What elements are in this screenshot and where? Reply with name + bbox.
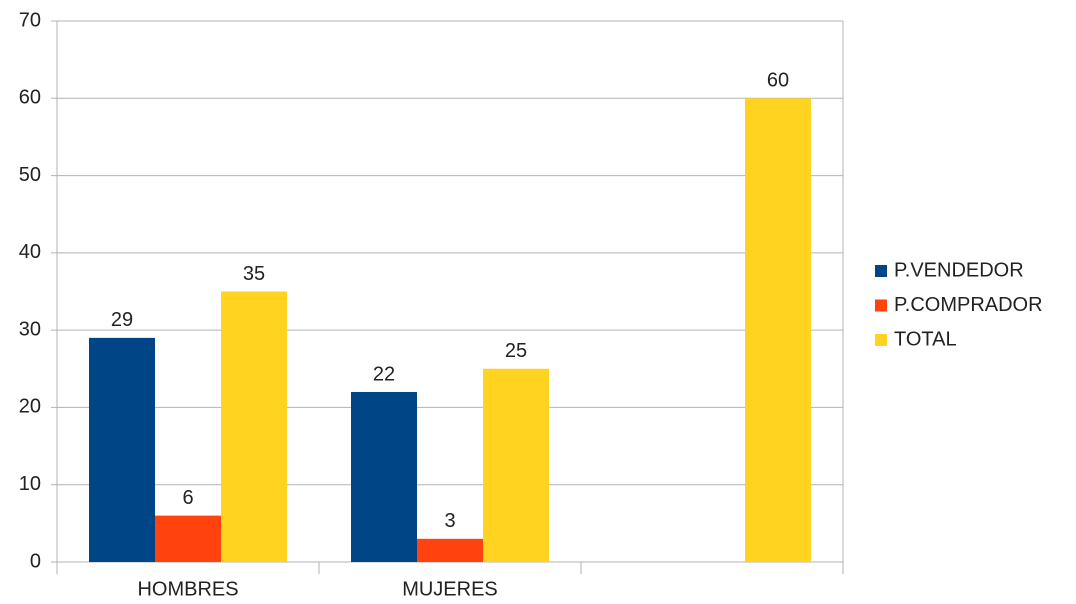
x-tick-label: HOMBRES <box>137 578 238 600</box>
bar <box>155 515 221 562</box>
bar <box>483 368 549 562</box>
bar <box>745 98 811 563</box>
data-label: 3 <box>444 510 455 532</box>
data-label: 25 <box>505 340 527 362</box>
y-tick-label: 10 <box>19 473 41 495</box>
legend-swatch <box>875 265 887 277</box>
bar <box>351 391 417 562</box>
legend-label: TOTAL <box>894 328 957 350</box>
legend-swatch <box>875 334 887 346</box>
y-tick-label: 0 <box>30 550 41 572</box>
y-tick-label: 20 <box>19 396 41 418</box>
data-label: 29 <box>111 309 133 331</box>
y-tick-label: 30 <box>19 318 41 340</box>
bar <box>89 337 155 562</box>
data-label: 22 <box>373 363 395 385</box>
legend-label: P.VENDEDOR <box>894 259 1024 281</box>
bar <box>417 538 483 562</box>
data-label: 60 <box>767 70 789 92</box>
bar <box>221 291 287 562</box>
legend-label: P.COMPRADOR <box>894 294 1043 316</box>
y-tick-label: 60 <box>19 87 41 109</box>
y-tick-label: 70 <box>19 9 41 31</box>
y-tick-label: 40 <box>19 241 41 263</box>
y-tick-label: 50 <box>19 164 41 186</box>
data-label: 35 <box>243 263 265 285</box>
data-label: 6 <box>182 487 193 509</box>
x-tick-label: MUJERES <box>402 578 498 600</box>
legend-swatch <box>875 299 887 312</box>
